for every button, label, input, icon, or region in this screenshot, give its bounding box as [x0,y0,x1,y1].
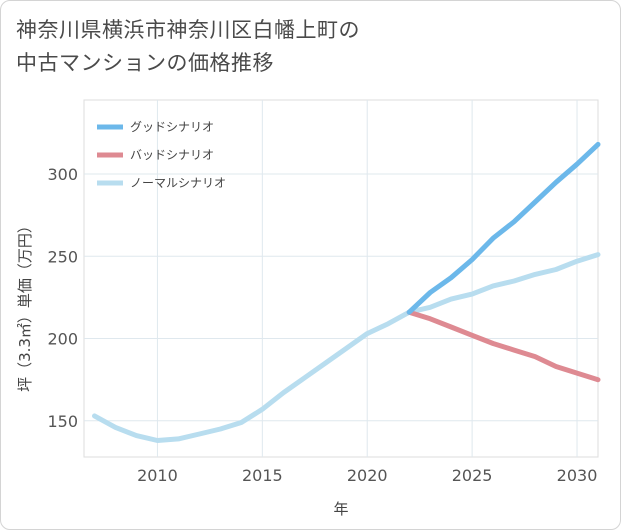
y-tick-label: 250 [47,247,78,266]
chart-title: 神奈川県横浜市神奈川区白幡上町の 中古マンションの価格推移 [16,14,360,80]
series-line [406,141,601,315]
legend-label: バッドシナリオ [130,148,214,162]
legend-label: ノーマルシナリオ [130,176,226,190]
y-axis-title: 坪（3.3㎡）単価（万円） [16,218,34,392]
x-tick-label: 2020 [347,466,388,485]
y-tick-label: 200 [47,330,78,349]
legend-label: グッドシナリオ [130,120,214,134]
y-axis-ticks: 150 200 250 300 [47,165,78,431]
y-tick-label: 150 [47,412,78,431]
plot-area [83,99,599,458]
x-tick-label: 2030 [557,466,598,485]
chart-title-line-1: 神奈川県横浜市神奈川区白幡上町の [16,18,360,42]
series-line [406,309,601,383]
series-lines [92,141,601,443]
x-tick-label: 2025 [452,466,493,485]
grid-lines [84,100,598,457]
series-line [92,252,601,443]
x-tick-label: 2010 [137,466,178,485]
x-axis-ticks: 2010 2015 2020 2025 2030 [137,466,597,485]
x-axis-title: 年 [333,500,348,518]
y-tick-label: 300 [47,165,78,184]
x-tick-label: 2015 [242,466,283,485]
chart-title-line-2: 中古マンションの価格推移 [16,51,274,75]
